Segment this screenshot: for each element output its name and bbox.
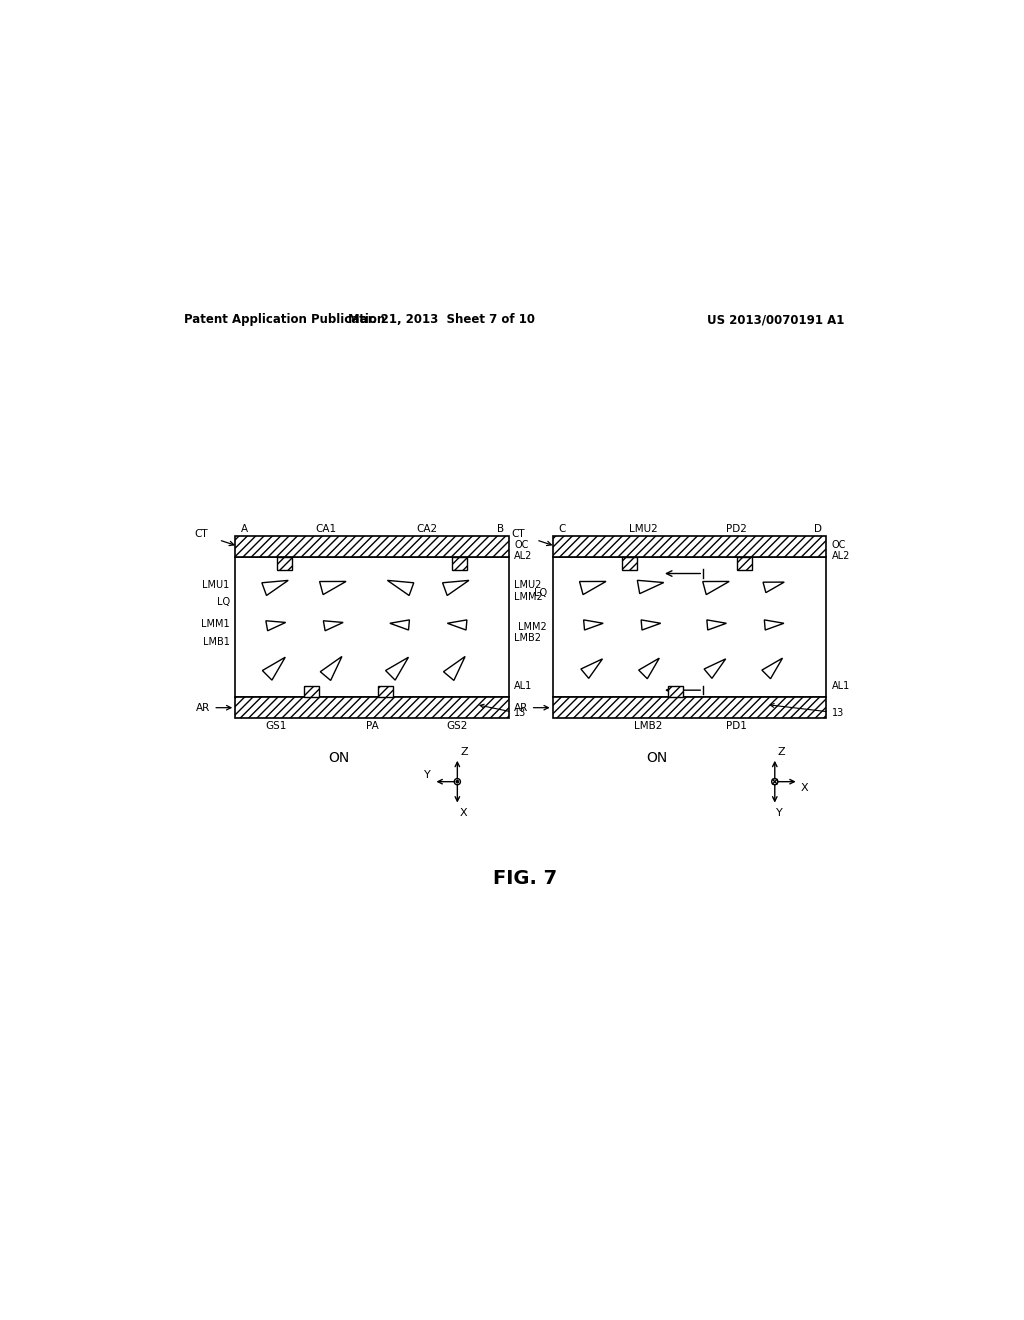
Text: B: B [497,524,504,535]
Text: AL1: AL1 [831,681,850,690]
Bar [378,686,393,697]
Text: 13: 13 [514,708,526,718]
Bar [304,686,319,697]
Text: X: X [460,808,467,818]
Text: GS2: GS2 [446,722,468,731]
Text: CT: CT [195,529,208,539]
Text: GS1: GS1 [265,722,287,731]
Text: C: C [558,524,565,535]
Polygon shape [262,581,288,595]
Text: D: D [814,524,822,535]
Polygon shape [447,620,467,630]
Text: LQ: LQ [216,597,229,607]
Text: 13: 13 [831,708,844,718]
Polygon shape [387,581,414,595]
Text: LMM2: LMM2 [518,622,547,632]
Polygon shape [762,659,782,678]
Text: LMM1: LMM1 [201,619,229,630]
Bar [553,697,826,718]
Text: LMB2: LMB2 [514,634,542,643]
Circle shape [456,780,459,783]
Text: X: X [801,783,809,793]
Text: CA1: CA1 [315,524,336,535]
Polygon shape [641,620,660,630]
Polygon shape [639,659,659,678]
Bar [236,697,509,718]
Text: CA2: CA2 [416,524,437,535]
Bar [553,697,826,718]
Text: AL2: AL2 [514,550,532,561]
Bar [378,686,393,697]
Text: LQ: LQ [534,589,547,598]
Bar [453,557,467,570]
Text: AR: AR [197,702,211,713]
Text: PA: PA [366,722,379,731]
Bar [553,536,826,557]
Text: US 2013/0070191 A1: US 2013/0070191 A1 [708,313,845,326]
Text: PD1: PD1 [726,722,746,731]
Polygon shape [584,620,603,630]
Bar [553,557,826,697]
Polygon shape [763,582,784,593]
Bar [669,686,683,697]
Bar [736,557,752,570]
Bar [622,557,637,570]
Text: LMB1: LMB1 [203,638,229,647]
Polygon shape [319,581,346,594]
Polygon shape [581,659,602,678]
Bar [622,557,637,570]
Bar [236,557,509,697]
Text: ON: ON [646,751,668,766]
Text: ON: ON [329,751,350,766]
Text: AR: AR [514,702,528,713]
Bar [736,557,752,570]
Text: Z: Z [460,747,468,756]
Polygon shape [321,656,342,680]
Bar [276,557,292,570]
Text: AL1: AL1 [514,681,532,690]
Polygon shape [707,620,726,630]
Polygon shape [764,620,784,630]
Polygon shape [324,620,343,631]
Bar [236,536,509,557]
Text: LMM2: LMM2 [514,593,543,602]
Polygon shape [266,620,286,631]
Text: A: A [241,524,248,535]
Polygon shape [443,656,465,680]
Text: PD2: PD2 [726,524,746,535]
Bar [236,697,509,718]
Text: FIG. 7: FIG. 7 [493,869,557,888]
Text: Patent Application Publication: Patent Application Publication [183,313,385,326]
Polygon shape [702,581,729,594]
Polygon shape [705,659,726,678]
Bar [236,536,509,557]
Text: LMU2: LMU2 [629,524,657,535]
Text: Mar. 21, 2013  Sheet 7 of 10: Mar. 21, 2013 Sheet 7 of 10 [348,313,535,326]
Text: Y: Y [776,808,782,818]
Polygon shape [262,657,286,680]
Text: AL2: AL2 [831,550,850,561]
Bar [276,557,292,570]
Bar [669,686,683,697]
Polygon shape [386,657,409,680]
Text: OC: OC [514,540,528,550]
Bar [304,686,319,697]
Polygon shape [442,581,469,595]
Polygon shape [390,620,410,630]
Text: LMU1: LMU1 [203,579,229,590]
Text: Z: Z [777,747,785,756]
Text: LMU2: LMU2 [514,579,542,590]
Text: CT: CT [512,529,525,539]
Text: LMB2: LMB2 [634,722,663,731]
Bar [453,557,467,570]
Polygon shape [637,581,664,594]
Text: Y: Y [424,771,431,780]
Bar [553,536,826,557]
Text: OC: OC [831,540,846,550]
Polygon shape [580,581,606,594]
